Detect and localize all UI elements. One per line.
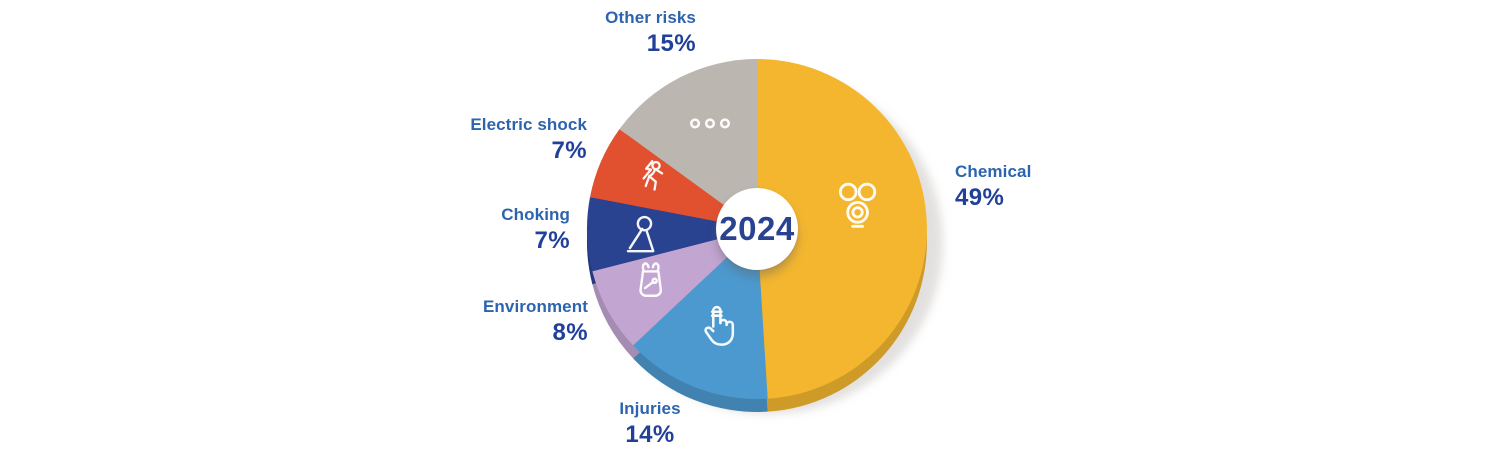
pie-slices	[586, 59, 927, 399]
pie-slice-injuries	[633, 229, 768, 399]
pie-slice-choking	[586, 197, 757, 272]
label-choking: Choking 7%	[501, 205, 570, 256]
label-other-risks: Other risks 15%	[605, 8, 696, 59]
slice-value-choking: 7%	[534, 227, 570, 255]
pie-slice-environment	[592, 229, 757, 346]
slice-name-electric-shock: Electric shock	[470, 115, 587, 134]
slice-name-environment: Environment	[482, 297, 588, 316]
slice-value-electric-shock: 7%	[551, 137, 587, 165]
pie-slice-other-risks	[619, 59, 757, 229]
label-environment: Environment 8%	[483, 297, 588, 348]
center-year-badge: 2024	[716, 188, 798, 270]
label-injuries: Injuries 14%	[578, 399, 722, 450]
label-electric-shock: Electric shock 7%	[470, 115, 587, 166]
slice-name-choking: Choking	[501, 205, 570, 224]
label-chemical: Chemical 49%	[955, 162, 1031, 213]
slice-name-injuries: Injuries	[619, 399, 681, 418]
pie-slice-chemical	[757, 59, 927, 399]
slice-name-other-risks: Other risks	[605, 8, 696, 27]
slice-value-injuries: 14%	[625, 421, 675, 449]
slice-value-chemical: 49%	[955, 184, 1005, 212]
slice-name-chemical: Chemical	[955, 162, 1032, 181]
pie-slice-electric-shock	[590, 129, 757, 229]
center-year-label: 2024	[719, 210, 795, 247]
slice-value-environment: 8%	[552, 319, 588, 347]
slice-value-other-risks: 15%	[646, 30, 696, 58]
